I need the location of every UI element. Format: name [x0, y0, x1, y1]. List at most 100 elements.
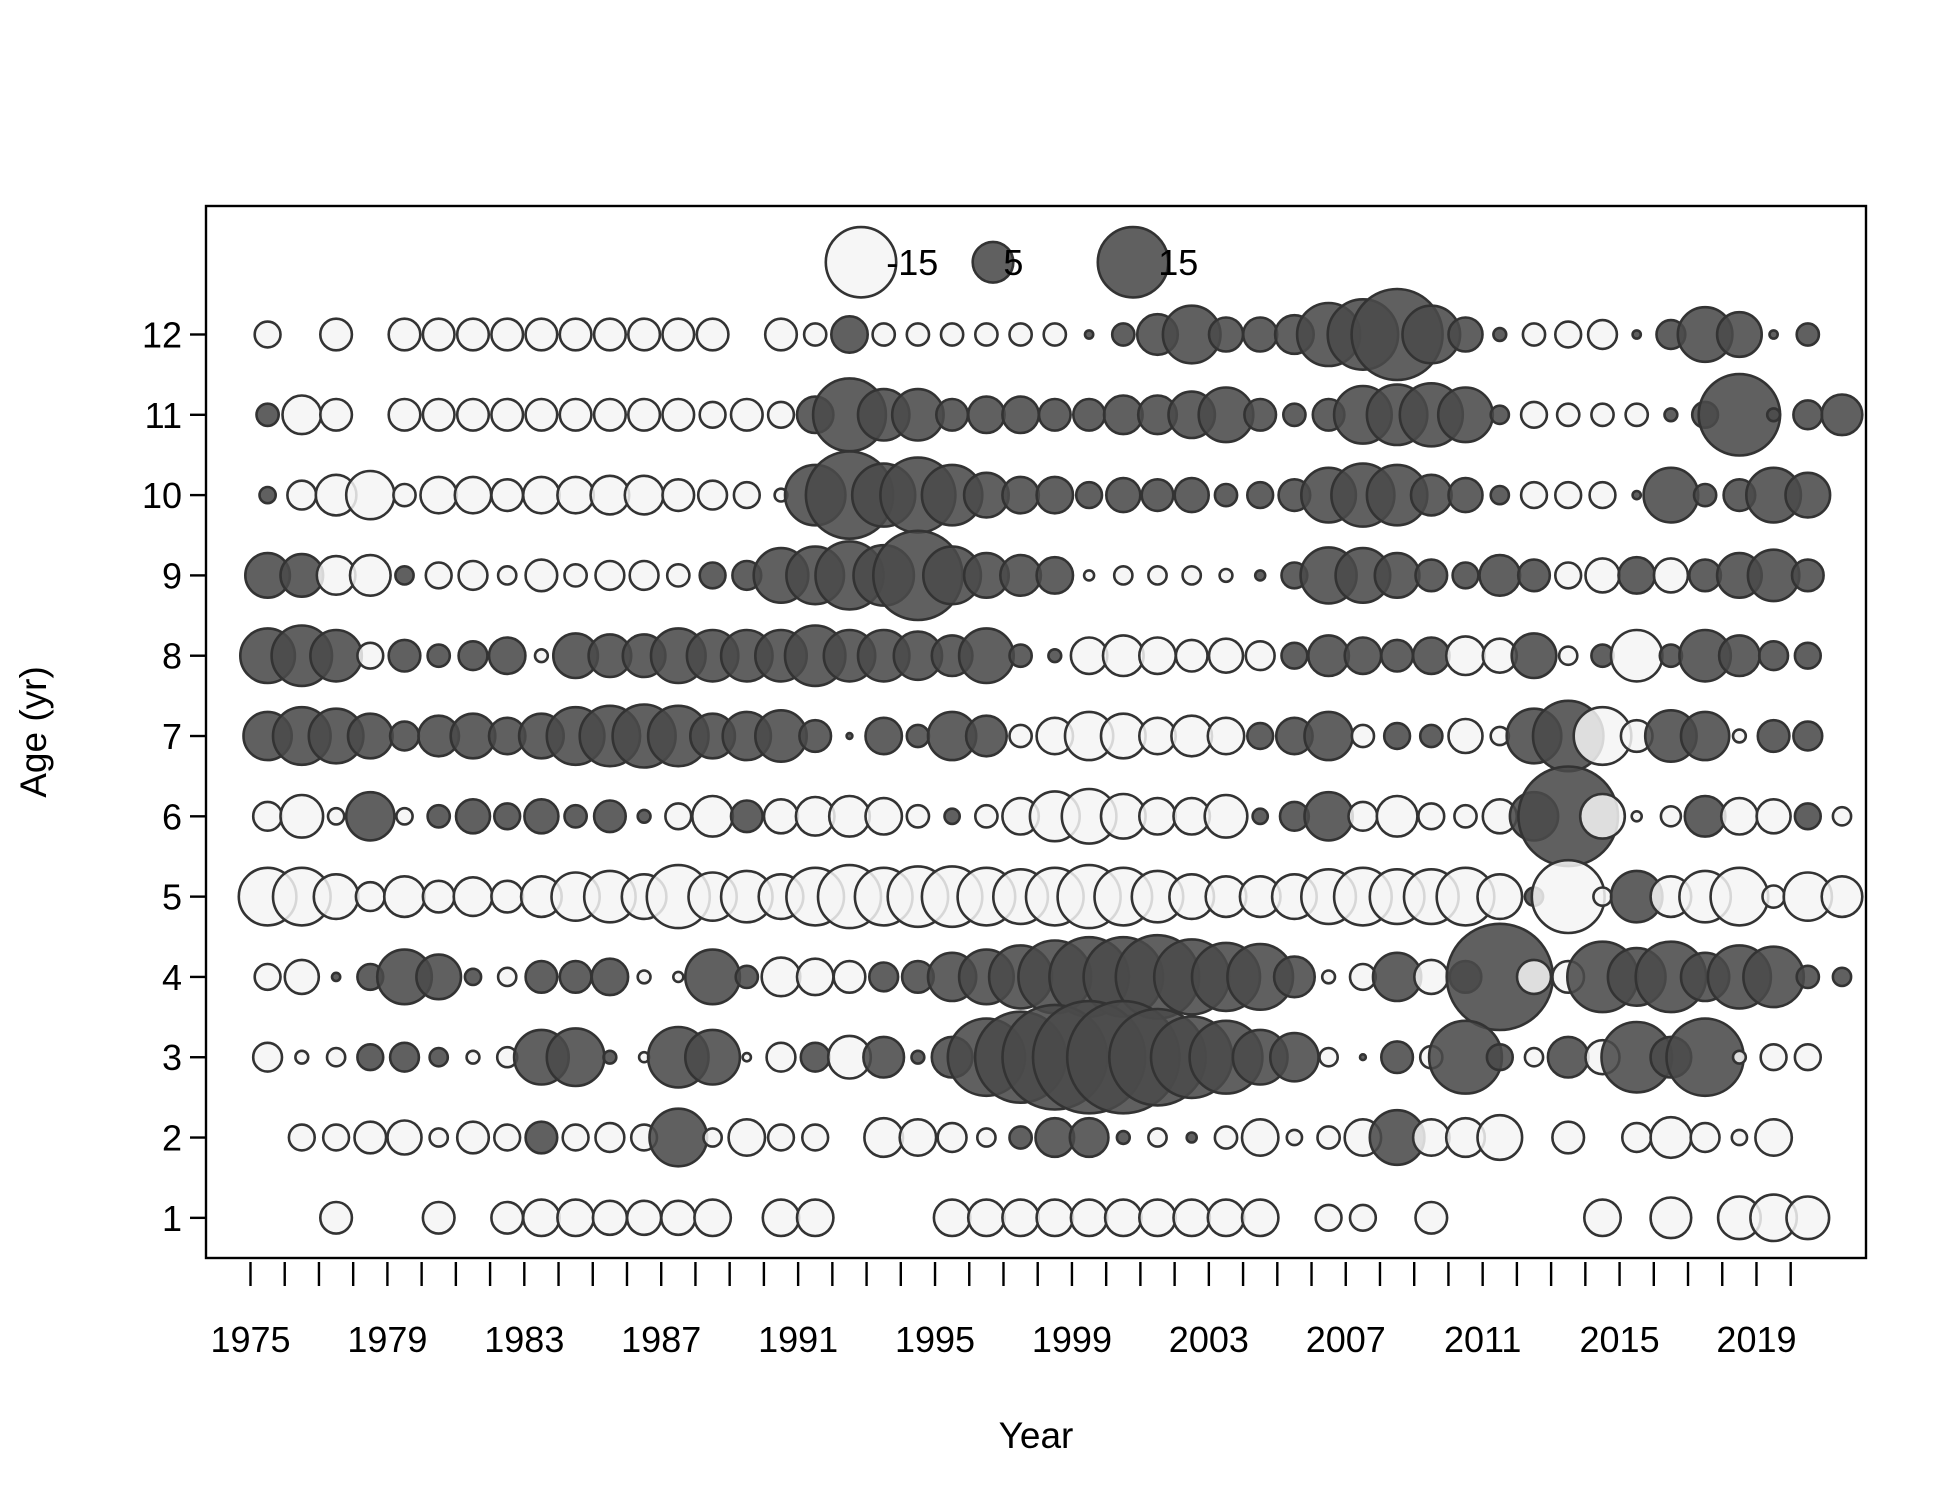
- bubble-point: [864, 796, 904, 836]
- bubble-point: [1652, 557, 1690, 594]
- bubble-point: [1476, 872, 1524, 921]
- bubble-point: [287, 1123, 316, 1152]
- bubble-point: [698, 561, 727, 590]
- bubble-point: [1318, 1046, 1340, 1068]
- bubble-point: [490, 879, 525, 914]
- bubble-point: [862, 1035, 906, 1079]
- legend-bubble: [971, 240, 1015, 284]
- x-tick-label: 2007: [1306, 1319, 1386, 1360]
- bubble-point: [493, 1123, 522, 1152]
- bubble-point: [1213, 1125, 1239, 1150]
- bubble-point: [556, 1198, 596, 1238]
- legend-label: -15: [886, 242, 938, 283]
- bubble-point: [1609, 628, 1664, 683]
- bubble-point: [693, 1198, 733, 1238]
- bubble-point: [1037, 397, 1072, 432]
- bubble-point: [1730, 1128, 1749, 1147]
- bubble-point: [1280, 641, 1309, 670]
- bubble-point: [294, 1049, 310, 1065]
- bubble-point: [1436, 386, 1495, 444]
- bubble-point: [388, 1041, 421, 1073]
- bubble-point: [1523, 1046, 1545, 1068]
- bubble-layer: [237, 287, 1864, 1243]
- bubble-point: [1583, 1198, 1623, 1238]
- bubble-point: [1138, 636, 1178, 676]
- bubble-point: [799, 1041, 831, 1073]
- bubble-point: [1082, 569, 1096, 582]
- bubble-point: [455, 317, 491, 352]
- x-axis: 1975 1979 1983 1987 1991 1995 1999 2003 2007 2011…: [210, 1262, 1797, 1360]
- bubble-point: [1413, 958, 1450, 996]
- legend: -15 5 15: [824, 225, 1198, 299]
- bubble-point: [1717, 634, 1761, 678]
- bubble-point: [1314, 1203, 1343, 1233]
- bubble-point: [1206, 716, 1246, 756]
- bubble-point: [898, 1118, 938, 1158]
- bubble-point: [1642, 466, 1700, 524]
- bubble-point: [1115, 1129, 1132, 1146]
- bubble-point: [344, 469, 396, 521]
- x-tick-label: 2003: [1169, 1319, 1249, 1360]
- bubble-point: [1047, 647, 1063, 664]
- bubble-point: [1102, 394, 1144, 436]
- bubble-point: [1785, 1195, 1831, 1241]
- bubble-point: [1418, 723, 1444, 749]
- bubble-point: [661, 478, 696, 513]
- bubble-point: [845, 731, 854, 741]
- bubble-point: [1557, 645, 1579, 667]
- y-tick-label: 4: [162, 957, 182, 998]
- bubble-point: [1793, 802, 1823, 831]
- bubble-point: [1584, 557, 1621, 594]
- bubble-point: [1147, 1127, 1168, 1148]
- bubble-point: [1001, 1198, 1041, 1238]
- bubble-point: [1792, 399, 1824, 431]
- bubble-point: [1207, 637, 1245, 675]
- bubble-point: [1417, 802, 1446, 831]
- bubble-point: [1282, 402, 1307, 428]
- bubble-point: [1373, 551, 1421, 600]
- bubble-point: [727, 1118, 767, 1158]
- y-tick-label: 1: [162, 1198, 182, 1239]
- bubble-point: [1105, 476, 1142, 514]
- bubble-point: [1757, 639, 1790, 672]
- bubble-point: [661, 317, 696, 352]
- bubble-point: [421, 317, 456, 352]
- bubble-point: [453, 475, 493, 515]
- bubble-point: [1754, 1118, 1794, 1158]
- bubble-point: [1411, 636, 1451, 676]
- bubble-point: [1453, 803, 1478, 829]
- bubble-point: [1350, 723, 1376, 749]
- bubble-point: [974, 803, 999, 829]
- bubble-point: [490, 1200, 525, 1235]
- bubble-point: [1101, 634, 1145, 678]
- bubble-point: [1001, 395, 1041, 435]
- bubble-point: [939, 322, 965, 347]
- bubble-point: [344, 790, 396, 842]
- bubble-point: [594, 1121, 626, 1154]
- bubble-point: [394, 565, 415, 586]
- bubble-point: [661, 397, 696, 432]
- bubble-point: [1213, 482, 1239, 508]
- bubble-point: [626, 317, 662, 352]
- bubble-point: [1245, 721, 1275, 751]
- bubble-point: [1451, 561, 1480, 590]
- bubble-point: [533, 647, 550, 664]
- y-tick-label: 3: [162, 1037, 182, 1078]
- bubble-point: [729, 799, 764, 834]
- bubble-point: [964, 714, 1009, 758]
- bubble-point: [664, 802, 693, 831]
- bubble-point: [1140, 478, 1175, 513]
- bubble-point: [354, 880, 386, 913]
- bubble-point: [592, 317, 628, 352]
- bubble-point: [936, 1121, 968, 1154]
- bubble-point: [421, 879, 456, 914]
- bubble-point: [976, 1127, 997, 1148]
- bubble-point: [330, 971, 342, 983]
- bubble-point: [589, 474, 631, 516]
- bubble-point: [1765, 407, 1782, 423]
- y-tick-label: 5: [162, 877, 182, 918]
- bubble-point: [1008, 723, 1034, 749]
- bubble-point: [1617, 555, 1657, 595]
